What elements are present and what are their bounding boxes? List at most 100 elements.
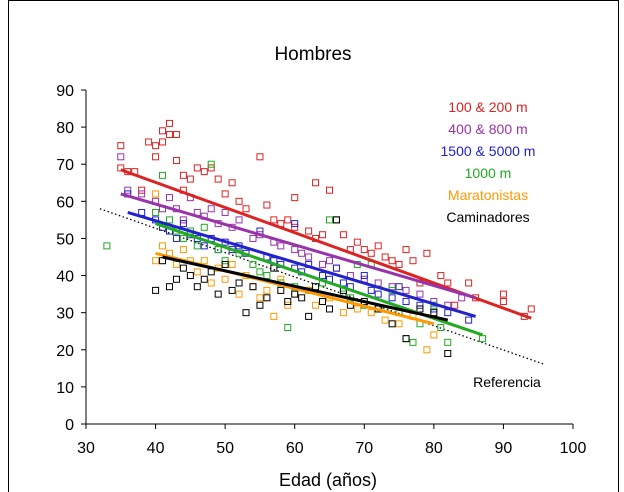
data-point [402, 298, 410, 306]
data-point [221, 275, 229, 283]
data-point [179, 234, 187, 242]
data-point [214, 290, 222, 298]
data-point [159, 171, 167, 179]
x-tick-label: 40 [147, 440, 165, 457]
data-point [319, 260, 327, 268]
data-point [186, 175, 194, 183]
x-ticks: 30 40 50 60 70 80 90 100 [77, 424, 586, 457]
data-point [388, 320, 396, 328]
data-point [228, 260, 236, 268]
data-point [499, 298, 507, 306]
data-point [305, 253, 313, 261]
data-point [395, 283, 403, 291]
y-tick-label: 20 [56, 343, 74, 360]
data-point [339, 279, 347, 287]
chart-title: Hombres [274, 44, 351, 65]
trend-line [120, 192, 477, 300]
data-point [193, 268, 201, 276]
data-point [207, 205, 215, 213]
data-point [249, 283, 257, 291]
data-point [179, 246, 187, 254]
data-point [256, 294, 264, 302]
reference-line-group [99, 208, 546, 366]
data-point [172, 234, 180, 242]
data-point [200, 223, 208, 231]
data-point [200, 257, 208, 265]
trend-lines [120, 168, 532, 337]
data-point [298, 294, 306, 302]
legend: 100 & 200 m 400 & 800 m 1500 & 5000 m 1000 … [441, 99, 536, 225]
data-point [179, 220, 187, 228]
data-point [381, 316, 389, 324]
data-point [207, 164, 215, 172]
data-point [305, 312, 313, 320]
data-point [332, 216, 340, 224]
data-point [416, 305, 424, 313]
x-tick-label: 80 [425, 440, 443, 457]
data-point [165, 119, 173, 127]
data-point [291, 246, 299, 254]
data-point [193, 242, 201, 250]
data-point [291, 290, 299, 298]
data-point [249, 234, 257, 242]
data-point [305, 227, 313, 235]
data-point [172, 157, 180, 165]
data-point [326, 305, 333, 313]
data-point [332, 216, 340, 224]
x-tick-label: 100 [560, 440, 587, 457]
data-point [242, 205, 250, 213]
data-point [326, 216, 333, 224]
data-point [138, 190, 146, 198]
data-point [319, 272, 327, 280]
x-tick-label: 30 [77, 440, 95, 457]
chart-frame [8, 0, 619, 492]
data-point [165, 131, 173, 139]
data-point [172, 131, 180, 139]
data-point [367, 286, 375, 294]
data-point [207, 279, 215, 287]
data-point [353, 305, 361, 313]
data-point [402, 286, 410, 294]
data-point [360, 246, 368, 254]
data-point [298, 249, 306, 257]
data-point [339, 231, 347, 239]
data-point [165, 216, 173, 224]
data-point [395, 320, 403, 328]
data-point [395, 260, 403, 268]
data-point [138, 186, 146, 194]
data-point [152, 142, 160, 150]
data-point [388, 283, 396, 291]
data-point [152, 257, 160, 265]
data-point [332, 216, 340, 224]
data-point [207, 160, 215, 168]
data-point [117, 142, 125, 150]
data-point [179, 264, 187, 272]
data-point [319, 298, 327, 306]
data-point [263, 272, 271, 280]
data-point [326, 257, 333, 265]
data-point [179, 171, 187, 179]
data-point [326, 186, 333, 194]
data-point [152, 153, 160, 161]
data-point [124, 186, 132, 194]
data-point [103, 242, 111, 250]
data-point [284, 301, 292, 309]
data-point [291, 223, 299, 231]
y-ticks: 0 10 20 30 40 50 60 70 80 90 [56, 83, 86, 434]
data-point [374, 290, 382, 298]
data-point [465, 279, 473, 287]
data-point [242, 309, 250, 317]
data-point [152, 208, 160, 216]
data-point [437, 272, 445, 280]
data-point [221, 260, 229, 268]
data-point [409, 257, 417, 265]
y-tick-label: 80 [56, 120, 74, 137]
data-point [249, 260, 257, 268]
data-point [152, 286, 160, 294]
data-point [159, 138, 167, 146]
legend-entry: 400 & 800 m [448, 121, 527, 137]
data-point [291, 290, 299, 298]
data-point [193, 283, 201, 291]
data-point [284, 216, 292, 224]
